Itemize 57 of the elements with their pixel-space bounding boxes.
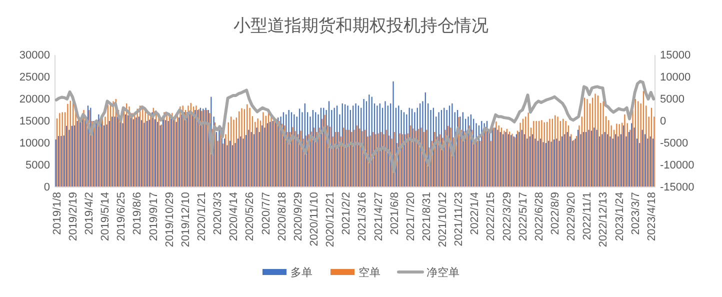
y2-tick-label: 0	[660, 116, 666, 128]
x-tick-label: 2019/10/29	[164, 192, 176, 248]
x-tick-label: 2022/6/28	[533, 192, 546, 241]
x-tick-label: 2023/1/24	[614, 192, 626, 241]
x-tick-label: 2019/6/25	[116, 192, 128, 241]
x-tick-label: 2022/12/13	[598, 192, 610, 248]
y2-tick-label: 15000	[660, 50, 691, 62]
y2-tick-label: 5000	[660, 94, 684, 106]
y-tick-label: 30000	[19, 50, 50, 62]
y-tick-label: 25000	[19, 72, 50, 84]
x-tick-label: 2022/3/29	[501, 192, 514, 241]
y2-tick-label: -5000	[660, 138, 688, 150]
x-tick-label: 2019/9/17	[148, 192, 160, 241]
x-tick-label: 2021/2/2	[340, 192, 353, 235]
y2-tick-label: -10000	[660, 160, 694, 172]
x-tick-label: 2020/11/10	[308, 192, 320, 246]
y-tick-label: 20000	[19, 94, 50, 106]
x-tick-label: 2020/1/21	[196, 192, 208, 241]
x-tick-label: 2022/11/1	[582, 192, 594, 240]
x-tick-label: 2020/3/3	[212, 192, 224, 235]
x-tick-label: 2021/10/12	[437, 192, 450, 248]
legend-label: 净空单	[426, 266, 460, 279]
x-tick-label: 2021/7/20	[404, 192, 417, 241]
x-tick-label: 2021/3/16	[356, 192, 369, 241]
x-tick-label: 2020/4/14	[228, 192, 240, 241]
x-tick-label: 2019/1/8	[51, 192, 64, 235]
x-tick-label: 2020/7/7	[260, 192, 272, 235]
y2-tick-label: 10000	[660, 72, 691, 84]
x-tick-label: 2019/12/10	[180, 192, 192, 248]
x-tick-label: 2020/9/29	[292, 192, 304, 241]
x-tick-label: 2022/9/20	[566, 192, 578, 241]
legend-label: 多单	[290, 266, 312, 279]
legend-label: 空单	[358, 266, 380, 279]
x-tick-label: 2021/4/27	[372, 192, 385, 241]
x-tick-label: 2022/2/15	[485, 192, 498, 241]
x-tick-label: 2019/2/19	[67, 192, 80, 241]
x-tick-label: 2021/6/8	[388, 192, 401, 235]
line-series	[54, 80, 656, 174]
x-tick-label: 2021/8/31	[420, 192, 433, 241]
y-tick-label: 5000	[26, 160, 50, 172]
x-tick-label: 2019/4/2	[84, 192, 96, 235]
x-tick-label: 2019/5/14	[100, 192, 112, 241]
x-tick-label: 2019/8/6	[132, 192, 144, 235]
y2-tick-label: -15000	[660, 182, 694, 194]
chart-title: 小型道指期货和期权投机持仓情况	[234, 16, 488, 35]
y-tick-label: 0	[44, 182, 50, 194]
x-tick-label: 2021/11/23	[453, 192, 466, 246]
y-tick-label: 15000	[19, 116, 50, 128]
x-tick-label: 2020/8/18	[276, 192, 288, 241]
x-tick-label: 2022/5/17	[517, 192, 530, 241]
x-tick-label: 2023/4/18	[646, 192, 658, 241]
y-tick-label: 10000	[19, 138, 50, 150]
x-tick-label: 2022/8/9	[550, 192, 562, 235]
x-tick-label: 2020/12/21	[324, 192, 337, 248]
x-tick-label: 2020/5/26	[244, 192, 256, 241]
x-tick-label: 2023/3/7	[630, 192, 642, 235]
x-tick-label: 2022/1/4	[469, 192, 482, 235]
